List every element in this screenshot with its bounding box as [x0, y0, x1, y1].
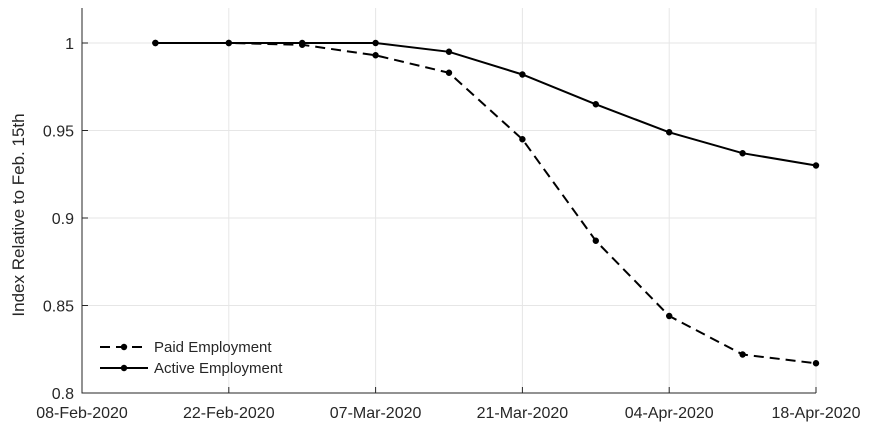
y-tick-label: 0.9 [52, 211, 74, 228]
y-axis-label: Index Relative to Feb. 15th [9, 113, 28, 316]
active-employment-point [666, 129, 673, 136]
legend-marker-paid-employment [120, 343, 128, 351]
legend-label-paid-employment: Paid Employment [154, 339, 272, 356]
x-tick-label: 21-Mar-2020 [477, 405, 569, 422]
y-tick-label: 1 [65, 36, 74, 53]
paid-employment-point [666, 312, 673, 320]
active-employment-point [812, 162, 820, 169]
y-tick-label: 0.95 [43, 124, 74, 141]
series-layer [152, 39, 820, 367]
y-tick-label: 0.8 [52, 386, 74, 403]
paid-employment-point [592, 237, 599, 244]
x-tick-label: 22-Feb-2020 [183, 405, 275, 422]
legend-marker-active-employment [120, 364, 128, 372]
active-employment-point [299, 39, 306, 47]
active-employment-point [519, 71, 526, 78]
legend: Paid Employment Active Employment [100, 339, 283, 377]
axis-frame [81, 8, 816, 394]
x-tick-label: 04-Apr-2020 [625, 405, 714, 422]
x-tick-label: 07-Mar-2020 [330, 405, 422, 422]
active-employment-point [445, 48, 453, 55]
active-employment-point [152, 39, 159, 47]
active-employment-point [372, 39, 379, 47]
active-employment-line [155, 42, 817, 167]
active-employment-point [592, 101, 599, 108]
x-tick-label: 18-Apr-2020 [772, 405, 861, 422]
active-employment-point [225, 39, 232, 47]
paid-employment-point [519, 136, 526, 143]
paid-employment-line [155, 42, 817, 365]
active-employment-point [739, 150, 746, 157]
paid-employment-point [372, 52, 379, 59]
x-tick-label: 08-Feb-2020 [36, 405, 128, 422]
y-tick-label: 0.85 [43, 299, 74, 316]
axes: 08-Feb-2020 22-Feb-2020 07-Mar-2020 21-Mar-… [36, 8, 861, 422]
paid-employment-point [812, 360, 820, 367]
paid-employment-point [739, 351, 746, 358]
legend-label-active-employment: Active Employment [154, 360, 283, 377]
paid-employment-point [445, 69, 453, 76]
grid [81, 8, 817, 394]
